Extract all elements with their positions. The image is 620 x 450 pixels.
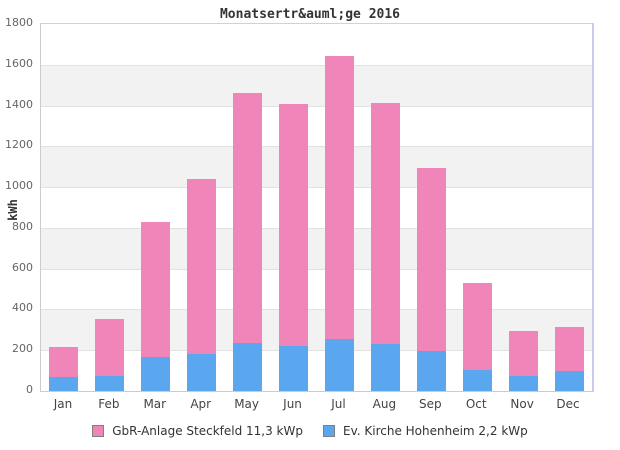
bar-segment <box>95 318 125 376</box>
bar-segment <box>554 326 584 371</box>
bar-segment <box>324 55 354 340</box>
legend-label: Ev. Kirche Hohenheim 2,2 kWp <box>342 424 528 438</box>
bar-segment <box>233 93 263 344</box>
gridline <box>41 187 592 189</box>
y-tick-label: 800 <box>12 219 33 233</box>
bar-segment <box>279 103 309 347</box>
bar-segment <box>141 357 171 391</box>
gridline <box>41 309 592 311</box>
bar-segment <box>95 375 125 391</box>
gridline <box>41 146 592 148</box>
x-tick-label: Jul <box>331 397 346 411</box>
bar-segment <box>49 376 79 391</box>
x-tick-label: Aug <box>372 397 397 411</box>
bar-segment <box>462 282 492 370</box>
y-tick-label: 0 <box>26 383 33 396</box>
grid-band <box>41 309 592 351</box>
gridline <box>41 268 592 270</box>
x-tick-label: Feb <box>98 397 120 411</box>
bar-segment <box>233 343 263 391</box>
grid-band <box>41 64 592 106</box>
y-tick-label: 1600 <box>5 56 33 70</box>
x-tick-label: Jun <box>283 397 302 411</box>
chart-title: Monatsertr&auml;ge 2016 <box>219 7 400 22</box>
grid-band <box>41 227 592 269</box>
x-tick-label: Apr <box>190 397 212 411</box>
grid-band <box>41 146 592 188</box>
bar-segment <box>187 178 217 355</box>
bar-segment <box>416 351 446 391</box>
plot-area <box>40 23 594 392</box>
grid-band <box>41 187 592 228</box>
legend-swatch-icon <box>322 425 335 437</box>
y-tick-label: 1200 <box>5 138 33 152</box>
y-tick-label: 1400 <box>5 97 33 111</box>
gridline <box>41 227 592 229</box>
y-tick-label: 1000 <box>5 179 33 193</box>
y-tick-label: 600 <box>12 260 33 274</box>
legend-label: GbR-Anlage Steckfeld 11,3 kWp <box>112 424 303 438</box>
legend-item: GbR-Anlage Steckfeld 11,3 kWp <box>92 424 303 438</box>
bar-segment <box>370 344 400 391</box>
bar-segment <box>416 167 446 352</box>
gridline <box>41 64 592 66</box>
legend: GbR-Anlage Steckfeld 11,3 kWp Ev. Kirche … <box>0 424 620 438</box>
x-tick-label: Jan <box>53 397 73 411</box>
bar-segment <box>279 346 309 391</box>
bar-segment <box>508 330 538 376</box>
legend-item: Ev. Kirche Hohenheim 2,2 kWp <box>322 424 528 438</box>
x-tick-label: Mar <box>143 397 167 411</box>
bar-segment <box>187 354 217 391</box>
bar-segment <box>141 221 171 358</box>
bar-segment <box>49 347 79 377</box>
y-tick-label: 400 <box>12 301 33 315</box>
x-tick-label: Sep <box>418 397 442 411</box>
grid-band <box>41 106 592 147</box>
x-tick-label: Dec <box>556 397 580 411</box>
legend-swatch-icon <box>92 425 105 437</box>
x-tick-label: Oct <box>465 397 487 411</box>
bar-segment <box>508 375 538 391</box>
bar-segment <box>554 370 584 391</box>
x-tick-label: Nov <box>510 397 534 411</box>
y-tick-label: 200 <box>12 342 33 356</box>
grid-band <box>41 24 592 65</box>
gridline <box>41 350 592 352</box>
bar-segment <box>324 339 354 391</box>
gridline <box>41 105 592 107</box>
bar-segment <box>370 102 400 345</box>
x-tick-label: May <box>234 397 260 411</box>
bar-segment <box>462 369 492 391</box>
grid-band <box>41 269 592 310</box>
y-tick-label: 1800 <box>5 16 33 29</box>
